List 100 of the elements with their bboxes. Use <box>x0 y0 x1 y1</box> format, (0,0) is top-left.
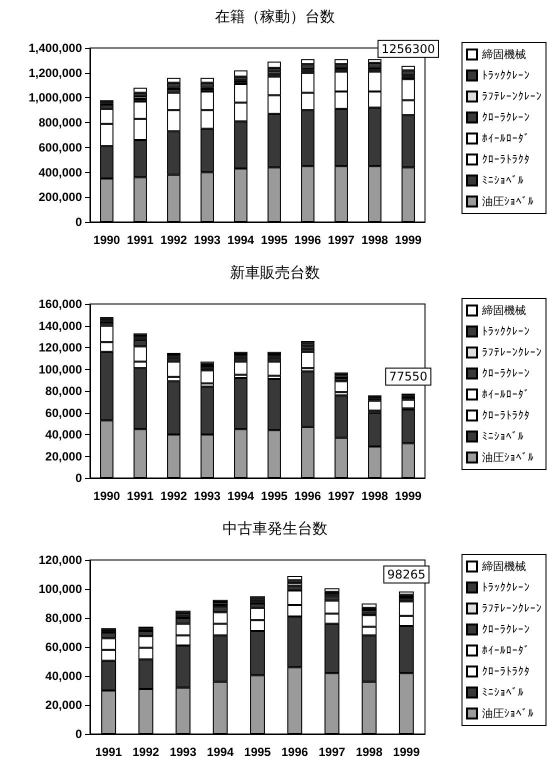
x-tick-label: 1998 <box>361 233 388 247</box>
x-tick-label: 1998 <box>361 489 388 503</box>
y-tick-label: 60,000 <box>45 406 82 420</box>
legend-label: ﾄﾗｯｸｸﾚｰﾝ <box>482 325 530 338</box>
bar <box>398 592 414 595</box>
x-tick-label: 1999 <box>394 489 422 503</box>
y-tick-label: 0 <box>75 471 82 485</box>
x-tick-label: 1992 <box>132 745 160 759</box>
y-tick-label: 0 <box>75 215 82 229</box>
x-tick-label: 1992 <box>160 489 188 503</box>
y-tick-label: 100,000 <box>38 582 82 596</box>
legend-label: ｸﾛｰﾗﾄﾗｸﾀ <box>482 153 530 166</box>
bar <box>362 604 377 608</box>
legend-label: ﾎｲｰﾙﾛｰﾀﾞ <box>482 132 530 145</box>
legend-label: 締固機械 <box>481 304 526 317</box>
x-tick-label: 1997 <box>328 489 355 503</box>
legend-label: ﾄﾗｯｸｸﾚｰﾝ <box>482 69 530 82</box>
bar <box>234 362 248 375</box>
total-label: 98265 <box>387 568 426 582</box>
x-tick-label: 1991 <box>126 489 154 503</box>
y-tick-label: 100,000 <box>38 362 82 376</box>
chart-title: 在籍（稼動）台数 <box>215 8 335 26</box>
legend-label: ｸﾛｰﾗｸﾚｰﾝ <box>482 367 530 380</box>
x-tick-label: 1991 <box>95 745 122 759</box>
y-tick-label: 140,000 <box>38 318 82 333</box>
y-tick-label: 20,000 <box>45 698 82 712</box>
total-label: 77550 <box>389 370 428 384</box>
x-tick-label: 1990 <box>93 233 120 247</box>
y-tick-label: 600,000 <box>38 140 82 154</box>
y-tick-label: 1,400,000 <box>28 41 82 55</box>
x-tick-label: 1995 <box>260 233 288 247</box>
bar <box>134 88 147 93</box>
y-tick-label: 160,000 <box>38 297 82 311</box>
x-tick-label: 1994 <box>227 233 254 247</box>
legend-label: ﾐﾆｼｮﾍﾞﾙ <box>482 174 524 187</box>
bar <box>368 62 382 68</box>
y-tick-label: 80,000 <box>45 384 82 398</box>
bar <box>167 362 180 377</box>
x-tick-label: 1993 <box>194 233 221 247</box>
y-tick-label: 200,000 <box>38 190 82 204</box>
bar <box>368 400 382 411</box>
x-tick-label: 1992 <box>160 233 188 247</box>
legend-label: ｸﾛｰﾗｸﾚｰﾝ <box>482 623 530 636</box>
y-tick-label: 80,000 <box>45 611 82 625</box>
y-tick-label: 0 <box>75 727 82 741</box>
legend-label: ｸﾛｰﾗｸﾚｰﾝ <box>482 111 530 124</box>
bar <box>301 343 314 346</box>
y-tick-label: 1,000,000 <box>28 90 82 105</box>
x-tick-label: 1994 <box>227 489 254 503</box>
chart-title: 新車販売台数 <box>230 264 320 282</box>
bar <box>268 362 281 376</box>
legend-label: ﾄﾗｯｸｸﾚｰﾝ <box>482 581 530 594</box>
legend-label: ﾎｲｰﾙﾛｰﾀﾞ <box>482 644 530 657</box>
bar <box>334 381 348 392</box>
legend-label: ﾗﾌﾃﾚｰﾝｸﾚｰﾝ <box>482 346 542 359</box>
legend-label: 油圧ｼｮﾍﾞﾙ <box>482 451 534 464</box>
bar <box>268 62 281 68</box>
x-tick-label: 1993 <box>170 745 197 759</box>
bar <box>402 70 415 76</box>
x-tick-label: 1995 <box>260 489 288 503</box>
y-tick-label: 1,200,000 <box>28 66 82 80</box>
bar <box>200 370 214 384</box>
x-tick-label: 1997 <box>318 745 346 759</box>
legend-label: ﾎｲｰﾙﾛｰﾀﾞ <box>482 388 530 401</box>
chart-title: 中古車発生台数 <box>222 520 328 538</box>
legend-label: 締固機械 <box>481 560 526 573</box>
x-tick-label: 1997 <box>328 233 355 247</box>
y-tick-label: 400,000 <box>38 165 82 180</box>
legend-label: ﾗﾌﾃﾚｰﾝｸﾚｰﾝ <box>482 90 542 103</box>
legend-label: ﾗﾌﾃﾚｰﾝｸﾚｰﾝ <box>482 602 542 615</box>
x-tick-label: 1994 <box>206 745 234 759</box>
y-tick-label: 40,000 <box>45 669 82 683</box>
x-tick-label: 1999 <box>394 233 422 247</box>
x-tick-label: 1995 <box>244 745 272 759</box>
bar <box>287 576 302 580</box>
legend-label: 締固機械 <box>481 48 526 61</box>
legend-label: ﾐﾆｼｮﾍﾞﾙ <box>482 430 524 443</box>
bar <box>301 352 314 368</box>
y-tick-label: 20,000 <box>45 449 82 464</box>
bar <box>334 59 348 64</box>
bar <box>324 588 340 592</box>
legend-label: 油圧ｼｮﾍﾞﾙ <box>482 195 534 208</box>
x-tick-label: 1999 <box>393 745 420 759</box>
x-tick-label: 1996 <box>281 745 308 759</box>
total-label: 1256300 <box>382 42 435 56</box>
legend-label: 油圧ｼｮﾍﾞﾙ <box>482 707 534 720</box>
x-tick-label: 1993 <box>194 489 221 503</box>
legend-label: ｸﾛｰﾗﾄﾗｸﾀ <box>482 409 530 422</box>
y-tick-label: 60,000 <box>45 640 82 654</box>
x-tick-label: 1998 <box>356 745 383 759</box>
y-tick-label: 800,000 <box>38 116 82 130</box>
y-tick-label: 120,000 <box>38 340 82 354</box>
x-tick-label: 1996 <box>294 489 322 503</box>
x-tick-label: 1990 <box>93 489 120 503</box>
x-tick-label: 1991 <box>126 233 154 247</box>
legend-label: ﾐﾆｼｮﾍﾞﾙ <box>482 686 524 699</box>
y-tick-label: 120,000 <box>38 553 82 567</box>
bar <box>234 70 248 77</box>
y-tick-label: 40,000 <box>45 428 82 442</box>
x-tick-label: 1996 <box>294 233 322 247</box>
